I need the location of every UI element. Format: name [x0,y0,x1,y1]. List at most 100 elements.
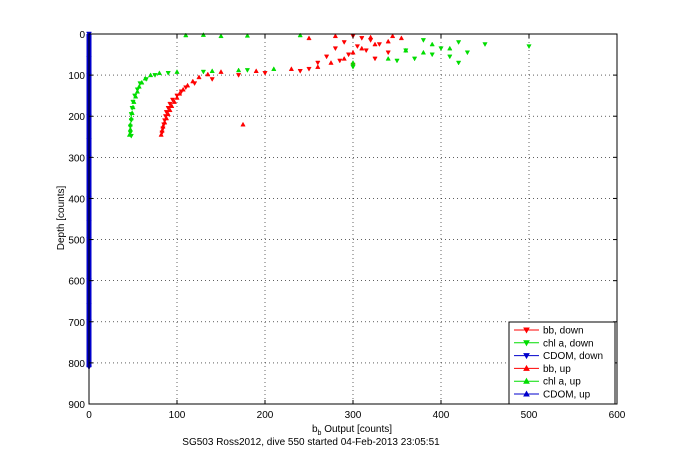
data-point [288,66,295,71]
data-point [142,75,148,81]
figure-caption: SG503 Ross2012, dive 550 started 04-Feb-… [182,437,440,448]
data-point [156,70,163,76]
data-point [332,46,339,52]
legend-marker [523,390,530,397]
data-point [160,123,166,129]
data-point [341,55,347,61]
data-point [367,34,374,40]
data-point [134,88,141,94]
series-chl-a-up [126,32,453,137]
data-point [163,110,170,115]
x-tick-label: 400 [433,410,450,421]
data-point [171,99,177,104]
legend-entry: chl a, up [514,377,581,388]
legend-label: CDOM, up [543,390,591,401]
data-point [131,99,137,104]
legend-label: chl a, down [543,338,594,349]
data-point [337,58,343,64]
legend-entry: CDOM, down [514,351,603,362]
data-point [389,33,396,39]
data-point [297,32,303,38]
legend-label: chl a, up [543,377,581,388]
data-point [271,66,277,71]
x-axis-label-rest: Output [counts] [321,424,392,435]
data-point [262,71,268,76]
data-point [147,72,154,78]
legend-marker [523,340,530,347]
data-point [196,74,202,80]
data-point [455,40,462,45]
data-point [376,42,383,47]
legend-entry: bb, down [514,326,584,337]
data-point [332,33,339,39]
y-axis-ticks: 0 100 200 300 400 500 600 700 800 900 [68,30,617,411]
grid-lines [89,34,617,404]
x-tick-label: 500 [521,410,538,421]
legend-label: bb, down [543,326,584,337]
data-point [464,50,471,56]
data-point [177,90,183,96]
y-tick-label: 200 [68,112,85,123]
data-point [359,45,365,51]
legend-marker [523,364,530,371]
legend-label: bb, up [543,364,571,375]
data-point [359,36,365,41]
data-point [218,33,224,39]
series-bb-up [158,33,405,137]
data-point [306,35,312,41]
data-point [429,41,435,47]
legend-marker [523,327,530,334]
data-point [209,68,215,74]
data-point [126,132,133,137]
data-point [200,32,207,37]
data-point [235,73,242,78]
data-point [297,68,303,74]
data-point [174,69,180,74]
data-point [411,56,418,62]
data-point [169,103,175,108]
data-point [235,67,242,73]
x-tick-label: 600 [609,410,626,421]
data-point [447,54,453,60]
x-axis-label-subscript: b [318,430,322,437]
legend-entry: CDOM, up [514,390,591,401]
data-point [218,69,224,74]
data-point [183,32,189,38]
data-point [385,50,391,56]
series-bb-down [159,34,391,136]
data-point [159,127,165,133]
data-point [328,60,334,65]
data-point [429,52,435,58]
data-point [403,47,409,53]
data-point [341,40,347,45]
data-point [385,38,391,44]
data-point [482,42,488,47]
data-point [167,107,173,113]
data-point [345,52,352,58]
data-point [136,83,142,89]
x-tick-label: 200 [257,410,274,421]
data-point [385,55,391,61]
data-point [253,68,259,74]
x-axis-ticks: 0 100 200 300 400 500 600 [86,34,626,421]
data-point [127,126,133,132]
legend-marker [523,377,530,384]
data-point [526,44,532,50]
data-point [372,41,378,47]
data-point [315,60,321,66]
data-point [129,110,135,115]
data-point [244,32,251,38]
data-point [447,45,453,51]
data-point [438,46,444,52]
legend-marker [523,353,530,360]
data-point [184,82,191,88]
data-point [354,44,361,50]
x-tick-label: 100 [169,410,186,421]
x-tick-label: 300 [345,410,362,421]
x-axis-label-main: b [312,424,318,435]
data-point [323,54,330,60]
data-point [244,68,251,73]
data-point [209,77,215,82]
data-point [420,49,427,55]
